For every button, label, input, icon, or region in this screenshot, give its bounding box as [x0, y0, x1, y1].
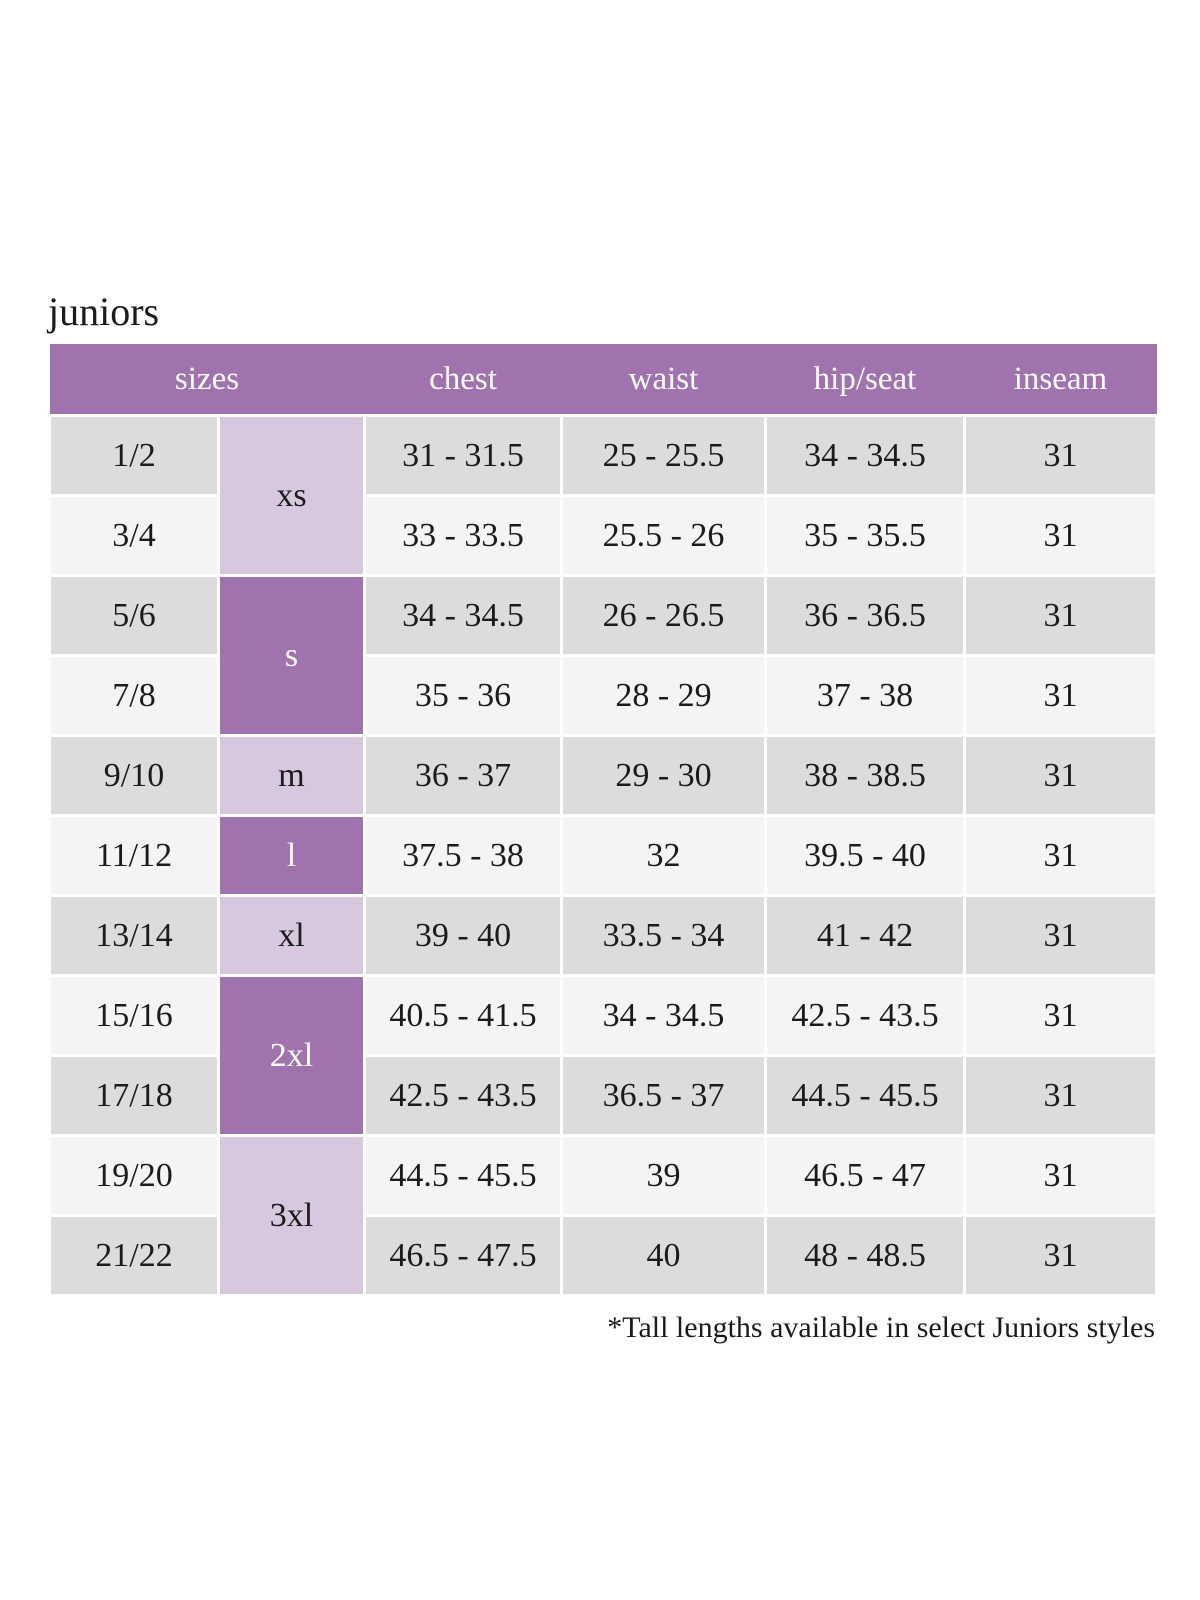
header-cell-sizes: sizes — [49, 344, 365, 416]
waist-cell: 36.5 - 37 — [560, 1054, 767, 1137]
hipseat-cell: 36 - 36.5 — [764, 574, 966, 657]
table-row: 17/18 42.5 - 43.5 36.5 - 37 44.5 - 45.5 … — [48, 1054, 1158, 1137]
hipseat-cell: 37 - 38 — [764, 654, 966, 737]
chest-cell: 44.5 - 45.5 — [363, 1134, 563, 1217]
size-number-cell: 13/14 — [48, 894, 220, 977]
chest-cell: 37.5 - 38 — [363, 814, 563, 897]
hipseat-cell: 39.5 - 40 — [764, 814, 966, 897]
inseam-cell: 31 — [963, 894, 1158, 977]
size-number-cell: 1/2 — [48, 414, 220, 497]
size-number-cell: 5/6 — [48, 574, 220, 657]
footnote: *Tall lengths available in select Junior… — [607, 1311, 1155, 1344]
table-row: 1/2 xs 31 - 31.5 25 - 25.5 34 - 34.5 31 — [48, 414, 1158, 577]
hipseat-cell: 48 - 48.5 — [764, 1214, 966, 1297]
table-row: 5/6 s 34 - 34.5 26 - 26.5 36 - 36.5 31 — [48, 574, 1158, 737]
table-row: 15/16 2xl 40.5 - 41.5 34 - 34.5 42.5 - 4… — [48, 974, 1158, 1137]
inseam-cell: 31 — [963, 1054, 1158, 1137]
chest-cell: 36 - 37 — [363, 734, 563, 817]
size-number-cell: 19/20 — [48, 1134, 220, 1217]
size-letter-cell-s: s — [217, 574, 366, 737]
inseam-cell: 31 — [963, 654, 1158, 737]
size-number-cell: 21/22 — [48, 1214, 220, 1297]
table-row: 21/22 46.5 - 47.5 40 48 - 48.5 31 — [48, 1214, 1158, 1297]
waist-cell: 25.5 - 26 — [560, 494, 767, 577]
header-cell-hipseat: hip/seat — [765, 344, 965, 416]
table-row: 7/8 35 - 36 28 - 29 37 - 38 31 — [48, 654, 1158, 737]
chest-cell: 42.5 - 43.5 — [363, 1054, 563, 1137]
size-number-cell: 9/10 — [48, 734, 220, 817]
waist-cell: 34 - 34.5 — [560, 974, 767, 1057]
table-row: 9/10 m 36 - 37 29 - 30 38 - 38.5 31 — [48, 734, 1158, 817]
size-number-cell: 7/8 — [48, 654, 220, 737]
chest-cell: 31 - 31.5 — [363, 414, 563, 497]
hipseat-cell: 46.5 - 47 — [764, 1134, 966, 1217]
table-header-row: sizes chest waist hip/seat inseam — [49, 344, 1157, 416]
table-row: 11/12 l 37.5 - 38 32 39.5 - 40 31 — [48, 814, 1158, 897]
inseam-cell: 31 — [963, 574, 1158, 657]
table-row: 3/4 33 - 33.5 25.5 - 26 35 - 35.5 31 — [48, 494, 1158, 577]
chest-cell: 39 - 40 — [363, 894, 563, 977]
chest-cell: 33 - 33.5 — [363, 494, 563, 577]
page-title: juniors — [48, 289, 160, 334]
waist-cell: 25 - 25.5 — [560, 414, 767, 497]
size-letter-cell-l: l — [217, 814, 366, 897]
waist-cell: 32 — [560, 814, 767, 897]
juniors-size-table: sizes chest waist hip/seat inseam 1/2 xs… — [48, 344, 1158, 1297]
hipseat-cell: 42.5 - 43.5 — [764, 974, 966, 1057]
header-cell-chest: chest — [364, 344, 562, 416]
hipseat-cell: 41 - 42 — [764, 894, 966, 977]
size-number-cell: 17/18 — [48, 1054, 220, 1137]
size-letter-cell-xl: xl — [217, 894, 366, 977]
header-cell-inseam: inseam — [964, 344, 1157, 416]
inseam-cell: 31 — [963, 1134, 1158, 1217]
waist-cell: 40 — [560, 1214, 767, 1297]
size-number-cell: 15/16 — [48, 974, 220, 1057]
table-row: 13/14 xl 39 - 40 33.5 - 34 41 - 42 31 — [48, 894, 1158, 977]
waist-cell: 26 - 26.5 — [560, 574, 767, 657]
table-row: 19/20 3xl 44.5 - 45.5 39 46.5 - 47 31 — [48, 1134, 1158, 1297]
chest-cell: 35 - 36 — [363, 654, 563, 737]
hipseat-cell: 35 - 35.5 — [764, 494, 966, 577]
chest-cell: 46.5 - 47.5 — [363, 1214, 563, 1297]
header-cell-waist: waist — [561, 344, 766, 416]
inseam-cell: 31 — [963, 1214, 1158, 1297]
chest-cell: 40.5 - 41.5 — [363, 974, 563, 1057]
inseam-cell: 31 — [963, 414, 1158, 497]
inseam-cell: 31 — [963, 974, 1158, 1057]
juniors-size-chart-section: juniors sizes chest waist hip/seat insea… — [48, 289, 1158, 1345]
chest-cell: 34 - 34.5 — [363, 574, 563, 657]
size-letter-cell-3xl: 3xl — [217, 1134, 366, 1297]
size-letter-cell-2xl: 2xl — [217, 974, 366, 1137]
size-number-cell: 3/4 — [48, 494, 220, 577]
hipseat-cell: 44.5 - 45.5 — [764, 1054, 966, 1137]
inseam-cell: 31 — [963, 494, 1158, 577]
waist-cell: 39 — [560, 1134, 767, 1217]
size-number-cell: 11/12 — [48, 814, 220, 897]
waist-cell: 28 - 29 — [560, 654, 767, 737]
hipseat-cell: 34 - 34.5 — [764, 414, 966, 497]
size-letter-cell-m: m — [217, 734, 366, 817]
hipseat-cell: 38 - 38.5 — [764, 734, 966, 817]
waist-cell: 29 - 30 — [560, 734, 767, 817]
inseam-cell: 31 — [963, 814, 1158, 897]
inseam-cell: 31 — [963, 734, 1158, 817]
size-letter-cell-xs: xs — [217, 414, 366, 577]
waist-cell: 33.5 - 34 — [560, 894, 767, 977]
